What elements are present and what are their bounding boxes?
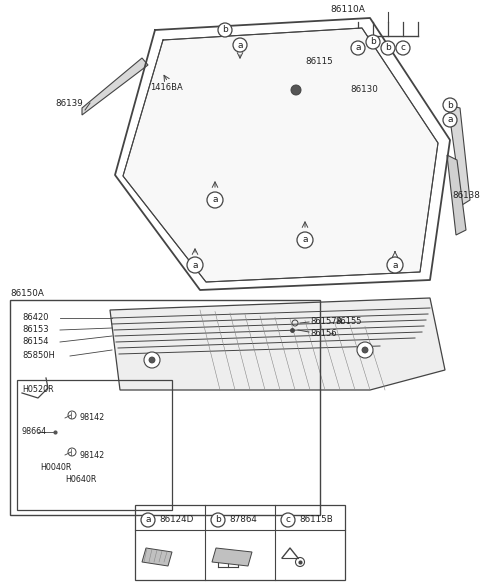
Circle shape <box>144 352 160 368</box>
Text: 86420: 86420 <box>22 313 48 322</box>
Text: 86130: 86130 <box>350 85 378 95</box>
Text: a: a <box>447 115 453 125</box>
Text: 98142: 98142 <box>80 450 105 459</box>
Circle shape <box>366 35 380 49</box>
Text: b: b <box>215 516 221 524</box>
Text: 86156: 86156 <box>310 329 336 338</box>
Text: 86139: 86139 <box>55 99 83 108</box>
Circle shape <box>218 23 232 37</box>
Text: 98142: 98142 <box>80 413 105 423</box>
Circle shape <box>362 347 368 353</box>
Text: b: b <box>385 44 391 52</box>
Text: b: b <box>370 38 376 46</box>
Text: a: a <box>237 41 243 49</box>
Text: 87864: 87864 <box>229 516 257 524</box>
Text: 98664: 98664 <box>22 427 47 436</box>
Text: a: a <box>192 260 198 269</box>
Text: 85850H: 85850H <box>22 352 55 360</box>
Text: 1416BA: 1416BA <box>150 83 183 92</box>
Polygon shape <box>448 105 470 205</box>
Circle shape <box>141 513 155 527</box>
Text: 86115B: 86115B <box>299 516 333 524</box>
Circle shape <box>357 342 373 358</box>
Text: 86150A: 86150A <box>10 289 44 298</box>
Text: a: a <box>145 516 151 524</box>
Circle shape <box>233 38 247 52</box>
Polygon shape <box>82 58 148 115</box>
Circle shape <box>211 513 225 527</box>
Polygon shape <box>142 548 172 566</box>
Circle shape <box>443 113 457 127</box>
Circle shape <box>443 98 457 112</box>
Circle shape <box>387 257 403 273</box>
Circle shape <box>291 85 301 95</box>
Circle shape <box>149 357 155 363</box>
Polygon shape <box>212 548 252 566</box>
Text: a: a <box>392 260 398 269</box>
Text: 86110A: 86110A <box>330 5 365 15</box>
Text: 86115: 86115 <box>305 58 333 66</box>
Text: H0520R: H0520R <box>22 386 54 395</box>
Polygon shape <box>447 155 466 235</box>
Text: 86124D: 86124D <box>159 516 193 524</box>
Text: a: a <box>355 44 361 52</box>
Text: c: c <box>286 516 290 524</box>
Circle shape <box>396 41 410 55</box>
Circle shape <box>207 192 223 208</box>
Text: H0640R: H0640R <box>65 476 96 485</box>
Text: 86157A: 86157A <box>310 318 342 326</box>
Text: 86155: 86155 <box>335 318 361 326</box>
Circle shape <box>281 513 295 527</box>
Text: 86138: 86138 <box>452 191 480 199</box>
Polygon shape <box>110 298 445 390</box>
Text: b: b <box>222 25 228 35</box>
Circle shape <box>381 41 395 55</box>
Polygon shape <box>123 28 438 282</box>
Text: c: c <box>400 44 406 52</box>
Circle shape <box>187 257 203 273</box>
Circle shape <box>351 41 365 55</box>
Text: 86154: 86154 <box>22 338 48 346</box>
Text: 86153: 86153 <box>22 326 48 335</box>
Text: a: a <box>302 236 308 245</box>
Text: b: b <box>447 101 453 109</box>
Text: H0040R: H0040R <box>40 463 72 473</box>
Text: a: a <box>212 195 218 205</box>
Circle shape <box>297 232 313 248</box>
